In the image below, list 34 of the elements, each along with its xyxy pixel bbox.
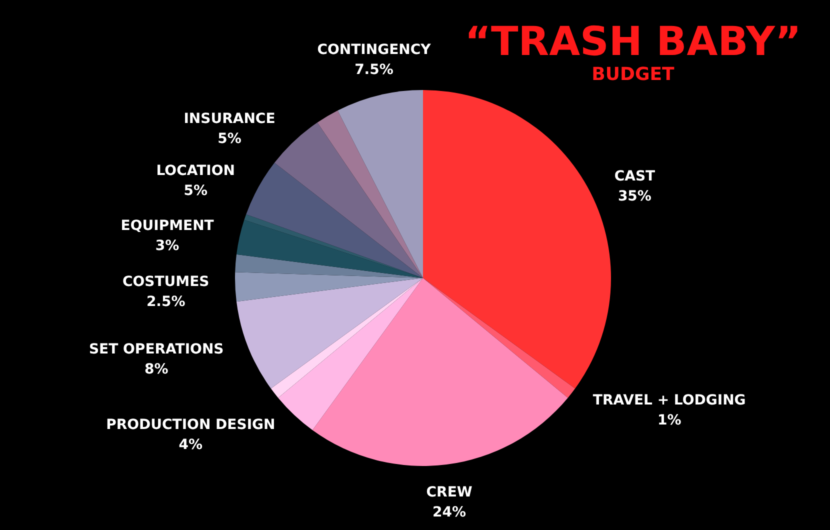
- slice-label: COSTUMES: [122, 274, 210, 290]
- slice-label: TRAVEL + LODGING: [592, 392, 746, 409]
- pie-slice: [236, 278, 423, 389]
- pie-slice: [423, 278, 576, 398]
- slice-label: LOCATION: [156, 162, 235, 179]
- pie-slice: [312, 278, 568, 466]
- slice-label: PRODUCTION DESIGN: [106, 417, 276, 434]
- slice-label: CAST: [614, 168, 656, 185]
- data-label: 5%: [184, 182, 208, 199]
- pie-slice: [270, 278, 423, 398]
- data-label: 2.5%: [146, 294, 186, 310]
- pie-slice: [338, 90, 423, 278]
- data-label: 35%: [618, 188, 652, 205]
- data-label: 8%: [144, 361, 168, 378]
- data-label: 7.5%: [354, 62, 394, 78]
- data-label: 5%: [218, 130, 242, 147]
- chart-title: “TRASH BABY”: [464, 19, 802, 65]
- pie-slice: [235, 272, 423, 302]
- data-label: 4%: [178, 437, 203, 454]
- pie-slice: [235, 254, 423, 278]
- data-label: 24%: [432, 504, 466, 520]
- slice-label: INSURANCE: [184, 110, 276, 127]
- data-label: 3%: [155, 238, 180, 254]
- pie-slice: [274, 122, 423, 278]
- slice-label: SET OPERATIONS: [88, 341, 224, 358]
- slice-label: CONTINGENCY: [317, 42, 432, 58]
- pie-slice: [317, 110, 423, 278]
- data-label: 1%: [657, 412, 682, 429]
- text: BUDGET: [592, 64, 676, 85]
- pie-slice: [278, 278, 423, 430]
- pie-slice: [246, 162, 423, 278]
- pie-slice: [423, 90, 611, 389]
- slice-label: EQUIPMENT: [120, 218, 214, 234]
- slice-label: CREW: [426, 484, 472, 500]
